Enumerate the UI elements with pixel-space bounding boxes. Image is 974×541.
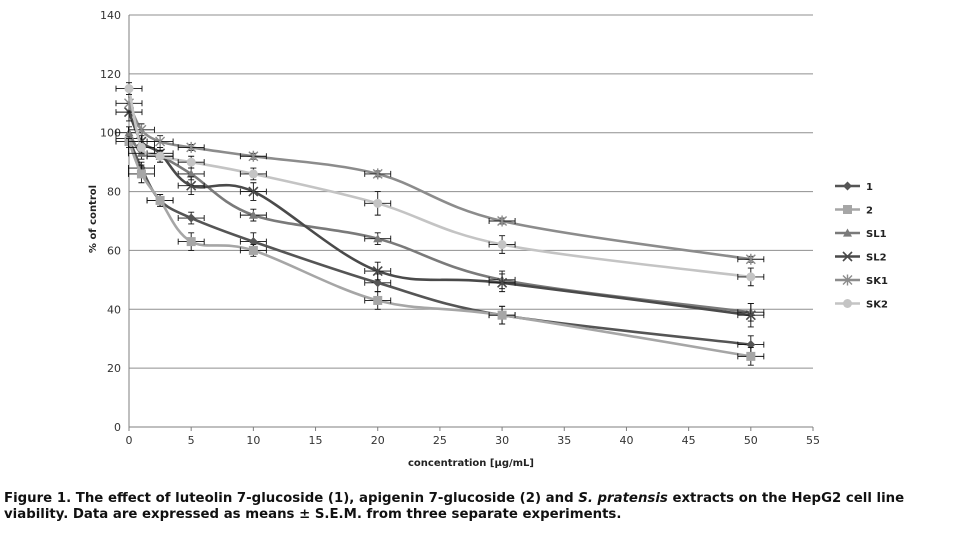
figure-caption: Figure 1. The effect of luteolin 7-gluco… (4, 491, 972, 523)
data-point (745, 253, 756, 265)
data-point (373, 234, 383, 243)
x-tick-label: 20 (371, 434, 385, 447)
data-point (248, 150, 259, 162)
y-tick-label: 80 (107, 186, 121, 199)
y-axis-label: % of control (88, 185, 99, 253)
legend-label: 2 (866, 206, 873, 217)
legend-item-sk2: SK2 (835, 299, 888, 311)
caption-part-2: extracts on the HepG2 cell line viabilit… (4, 491, 905, 522)
data-point (186, 157, 196, 167)
series-sk1 (115, 94, 765, 265)
axes: 0 20 40 60 80 100 120 140 0 5 10 15 20 25 30 35 40 45 50 55 (100, 9, 820, 447)
series-sk2 (115, 82, 765, 287)
data-point (136, 142, 146, 152)
data-point (746, 351, 756, 361)
x-axis-label: concentration [µg/mL] (408, 458, 534, 469)
legend-marker (843, 299, 852, 308)
series-sl2 (115, 102, 765, 328)
legend-marker (843, 228, 852, 237)
y-tick-label: 40 (107, 303, 121, 316)
x-tick-label: 35 (557, 434, 571, 447)
data-point (186, 169, 196, 178)
x-tick-label: 45 (682, 434, 696, 447)
data-point (186, 141, 197, 153)
x-tick-label: 5 (188, 434, 195, 447)
data-point (248, 245, 258, 255)
data-point (155, 195, 165, 205)
data-point (373, 295, 383, 305)
legend-label: SL2 (866, 253, 887, 264)
data-point (746, 340, 756, 350)
x-tick-label: 40 (619, 434, 633, 447)
legend-item-sl1: SL1 (835, 228, 887, 240)
data-point (497, 215, 508, 227)
data-point (373, 278, 383, 288)
series-line-sk1 (127, 102, 752, 261)
data-point (497, 277, 508, 288)
x-tick-label: 0 (126, 434, 133, 447)
legend-marker (843, 205, 852, 214)
data-point (124, 128, 134, 137)
data-point (248, 237, 258, 247)
series-line-sl1 (127, 132, 751, 314)
legend-item-2: 2 (835, 205, 873, 217)
data-point (248, 186, 259, 197)
caption-species: S. pratensis (578, 491, 668, 506)
data-point (155, 136, 166, 148)
data-point (746, 272, 756, 282)
data-point (155, 151, 165, 161)
data-point (186, 180, 197, 191)
series-line-1 (127, 138, 751, 346)
data-point (497, 240, 507, 250)
legend-label: SK1 (866, 276, 888, 287)
data-point (372, 168, 383, 180)
x-tick-label: 30 (495, 434, 509, 447)
data-point (745, 310, 756, 321)
x-tick-label: 55 (806, 434, 820, 447)
data-point (373, 198, 383, 208)
data-point (136, 169, 146, 179)
y-tick-label: 120 (100, 68, 121, 81)
legend-marker (842, 251, 853, 262)
data-point (186, 237, 196, 247)
series-group (115, 82, 765, 366)
legend-marker (842, 274, 853, 286)
gridlines (129, 14, 813, 369)
legend-item-sl2: SL2 (835, 251, 887, 264)
y-tick-label: 60 (107, 244, 121, 257)
legend-label: SK2 (866, 300, 888, 311)
data-point (497, 310, 507, 320)
series-sl1 (115, 126, 765, 322)
y-tick-label: 0 (114, 421, 121, 434)
x-tick-label: 50 (744, 434, 758, 447)
y-tick-label: 140 (100, 9, 121, 22)
data-point (372, 265, 383, 277)
x-tick-label: 10 (246, 434, 260, 447)
series-line-sl2 (127, 111, 751, 317)
legend-item-sk1: SK1 (835, 274, 888, 287)
y-tick-label: 100 (100, 127, 121, 140)
series-line-sk2 (127, 88, 751, 279)
legend-label: 1 (866, 182, 873, 193)
legend-item-1: 1 (835, 181, 873, 193)
caption-part-1: Figure 1. The effect of luteolin 7-gluco… (4, 491, 579, 506)
series-line-2 (127, 141, 752, 358)
legend-label: SL1 (866, 229, 887, 240)
legend-marker (843, 181, 852, 191)
data-point (248, 210, 258, 219)
legend: 1 2 SL1 SL2 SK1 SK2 (835, 181, 888, 311)
data-point (124, 84, 134, 94)
x-tick-label: 25 (433, 434, 447, 447)
data-point (248, 169, 258, 179)
y-tick-label: 20 (107, 362, 121, 375)
x-tick-label: 15 (309, 434, 323, 447)
data-point (186, 213, 196, 223)
line-chart: 0 20 40 60 80 100 120 140 0 5 10 15 20 25 30 35 40 45 50 55… (88, 9, 888, 469)
